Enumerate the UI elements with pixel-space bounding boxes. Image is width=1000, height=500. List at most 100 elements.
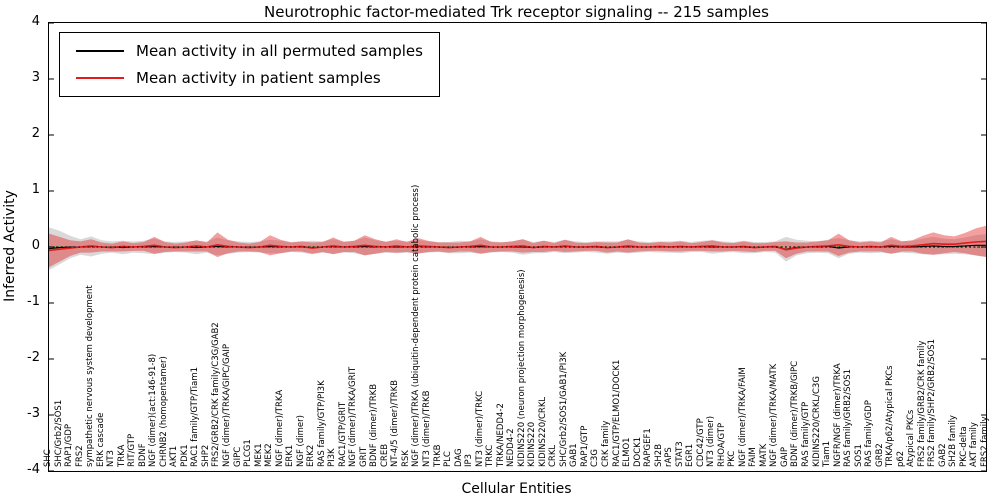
x-tick-label: RAC1 family/GTP/Tiam1 xyxy=(190,366,201,467)
x-tick-label: SHP2 xyxy=(200,444,211,467)
x-tick-label: TRKA/NEDD4-2 xyxy=(495,403,506,467)
x-tick-label: NGF (dimer)/TRKA/GIPC/GAIP xyxy=(221,343,232,467)
legend-entry-permuted: Mean activity in all permuted samples xyxy=(76,42,423,60)
y-tick-label: 1 xyxy=(31,182,40,197)
x-tick-label: FRS2 family/GRB2/CRK family xyxy=(916,340,927,467)
x-tick-label: FRS2 xyxy=(74,445,85,467)
x-tick-label: BDNF xyxy=(137,443,148,467)
x-tick-label: CREB xyxy=(379,443,390,467)
patient-line-swatch xyxy=(76,77,124,79)
x-tick-label: RAS family/GDP xyxy=(864,400,875,467)
plot-area: Mean activity in all permuted samples Me… xyxy=(48,22,987,472)
x-tick-label: CHRNB2 (homopentamer) xyxy=(158,356,169,467)
y-tick-label: -1 xyxy=(27,294,40,309)
x-tick-label: DAG xyxy=(453,448,464,467)
x-tick-label: p62 xyxy=(895,450,906,467)
x-tick-label: RAS family/GRB2/SOS1 xyxy=(843,368,854,467)
x-tick-label: NGF (dimer)/TRKA (ubiquitin-dependent pr… xyxy=(411,184,422,467)
x-tick-label: SH2B xyxy=(653,443,664,467)
x-tick-label: MATK xyxy=(758,443,769,467)
legend: Mean activity in all permuted samples Me… xyxy=(59,32,440,97)
legend-label-permuted: Mean activity in all permuted samples xyxy=(136,42,423,60)
x-tick-label: SHC/Grb2/SOS1 xyxy=(53,399,64,467)
x-tick-label: PLCG1 xyxy=(243,439,254,467)
x-tick-label: RHOA/GTP xyxy=(716,422,727,467)
x-tick-label: BDNF (dimer)/TRKB/GIPC xyxy=(790,360,801,467)
x-tick-label: NGF (dimer)(act:146-91-8) xyxy=(148,353,159,467)
x-tick-label: NT3 (dimer)/TRKB xyxy=(422,390,432,467)
x-tick-label: CRK family xyxy=(600,420,611,467)
x-tick-label: KIDINS220 xyxy=(527,421,538,467)
x-tick-label: TRKB xyxy=(432,444,443,467)
permuted-line-swatch xyxy=(76,50,124,52)
x-tick-label: AKT1 xyxy=(169,445,180,467)
y-tick-label: 0 xyxy=(31,238,40,253)
x-tick-label: NT3 (dimer)/TRKC xyxy=(474,390,485,467)
x-tick-label: GRB2 xyxy=(874,443,885,467)
x-tick-label: NGF (dimer) xyxy=(295,415,306,467)
x-tick-label: PKC-delta xyxy=(958,426,969,467)
x-tick-label: SOS1 xyxy=(853,444,864,467)
x-tick-label: RAS family/GTP/PI3K xyxy=(316,380,327,467)
x-tick-label: RAC1/GTP/ELMO1/DOCK1 xyxy=(611,359,622,467)
x-tick-label: TRKA/p62/Atypical PKCs xyxy=(885,365,896,467)
x-tick-label: Tiam1 xyxy=(822,440,833,467)
x-tick-label: GAIP xyxy=(779,446,790,467)
x-tick-label: RAP1/GTP xyxy=(579,425,590,467)
x-tick-label: sympathetic nervous system development xyxy=(85,285,96,467)
x-tick-label: rAPS xyxy=(664,447,675,467)
chart-canvas xyxy=(49,23,986,471)
x-tick-label: BDNF (dimer)/TRKB xyxy=(369,383,380,467)
x-tick-label: NGF (dimer)/TRKA/MATK xyxy=(769,363,780,467)
x-tick-label: STAT3 xyxy=(674,441,685,467)
x-tick-label: NT3 (dimer) xyxy=(706,415,717,467)
x-tick-label: RIT/GTP xyxy=(127,433,138,467)
y-tick-label: -3 xyxy=(27,406,40,421)
chart-title: Neurotrophic factor-mediated Trk recepto… xyxy=(264,3,769,21)
x-tick-label: DOCK1 xyxy=(632,436,643,467)
x-tick-label: ERK2 xyxy=(306,444,317,467)
y-tick-label: -4 xyxy=(27,462,40,477)
x-tick-label: Atypical PKCs xyxy=(906,409,917,467)
x-tick-label: EGR1 xyxy=(685,443,696,467)
y-tick-label: -2 xyxy=(27,350,40,365)
x-tick-label: AKT family xyxy=(969,422,980,467)
x-tick-label: GAB2 xyxy=(937,443,948,467)
x-tick-label: C3G xyxy=(590,449,601,467)
x-tick-label: GAB1 xyxy=(569,443,580,467)
x-tick-label: IP3 xyxy=(464,453,475,467)
x-tick-label: FRS2 family xyxy=(980,416,990,467)
x-tick-label: NGFR/NGF (dimer)/TRKA xyxy=(832,363,843,467)
x-tick-label: FRS2 family/SHP2/GRB2/SOS1 xyxy=(927,338,938,467)
x-tick-label: SHC xyxy=(43,449,53,467)
x-tick-label: NT3 xyxy=(106,450,117,467)
x-tick-label: ERK1 xyxy=(285,444,296,467)
x-tick-label: RAS family/GTP xyxy=(801,401,812,467)
x-tick-label: PI3K xyxy=(327,448,338,467)
x-tick-label: MEK1 xyxy=(253,443,264,467)
x-tick-label: TRKA xyxy=(116,444,127,467)
x-tick-label: NGF (dimer)/TRKA/GRIT xyxy=(348,366,359,467)
x-tick-label: GRIT xyxy=(358,446,369,467)
x-tick-label: FAIM xyxy=(748,447,759,467)
x-tick-label: NGF (dimer)/TRKA xyxy=(274,389,285,467)
x-tick-label: RAC1/GTP/GRIT xyxy=(337,401,348,467)
permuted-band xyxy=(49,227,986,270)
x-tick-label: SHC/Grb2/SOS1/GAB1/PI3K xyxy=(558,351,569,467)
x-tick-label: GIPC xyxy=(232,446,243,467)
legend-label-patient: Mean activity in patient samples xyxy=(136,69,381,87)
x-tick-label: RSK xyxy=(400,450,411,467)
x-tick-label: CRKL xyxy=(548,444,559,467)
x-tick-label: RAPGEF1 xyxy=(643,428,654,467)
x-tick-label: FRS2/GRB2/CRK family/C3G/GAB2 xyxy=(211,322,222,467)
x-axis-label: Cellular Entities xyxy=(461,481,572,497)
x-tick-label: PLC xyxy=(443,451,454,467)
x-tick-label: NT-4/5 (dimer)/TRKB xyxy=(390,380,401,467)
x-tick-label: NGF (dimer)/TRKA/FAIM xyxy=(737,367,748,467)
x-tick-label: KIDINS220/CRKL xyxy=(537,396,548,467)
x-tick-label: ERK cascade xyxy=(95,412,106,467)
x-tick-label: PDK1 xyxy=(179,444,190,467)
x-tick-label: RAP1/GDP xyxy=(64,423,75,467)
x-tick-label: TRKC xyxy=(485,444,496,467)
